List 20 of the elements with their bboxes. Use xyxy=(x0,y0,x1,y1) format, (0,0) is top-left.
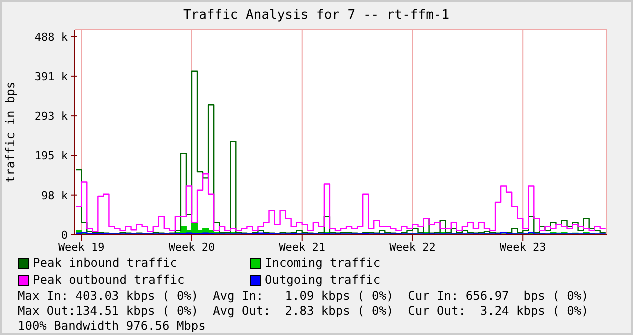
y-tick-label: 293 k xyxy=(34,110,68,124)
x-tick-label: Week 21 xyxy=(279,240,326,254)
x-tick-label: Week 23 xyxy=(500,240,546,254)
x-tick-label: Week 19 xyxy=(58,240,105,254)
legend-label: Outgoing traffic xyxy=(265,273,381,287)
legend-label: Peak inbound traffic xyxy=(33,256,178,270)
legend-label: Incoming traffic xyxy=(265,256,381,270)
chart-title: Traffic Analysis for 7 -- rt-ffm-1 xyxy=(182,8,451,25)
y-tick-label: 98 k xyxy=(42,189,68,202)
y-tick-label: 0 xyxy=(61,229,68,242)
text: 100% Bandwidth 976.56 Mbps xyxy=(18,319,207,334)
x-tick-label: Week 20 xyxy=(168,240,216,254)
x-tick-label: Week 22 xyxy=(390,240,436,254)
y-axis-title: traffic in bps xyxy=(3,82,18,184)
text: Max In: 403.03 kbps ( 0%) Avg In: 1.09 kbps ( 0%) Cur In: 656.97 bps ( 0%) xyxy=(18,289,590,304)
y-tick-label: 391 k xyxy=(34,70,68,84)
y-tick-label: 195 k xyxy=(34,150,68,163)
y-tick-label: 488 k xyxy=(34,30,68,44)
legend-label: Peak outbound traffic xyxy=(33,273,185,287)
text: Max Out:134.51 kbps ( 0%) Avg Out: 2.83 kbps ( 0%) Cur Out: 3.24 kbps ( 0%) xyxy=(18,304,590,319)
